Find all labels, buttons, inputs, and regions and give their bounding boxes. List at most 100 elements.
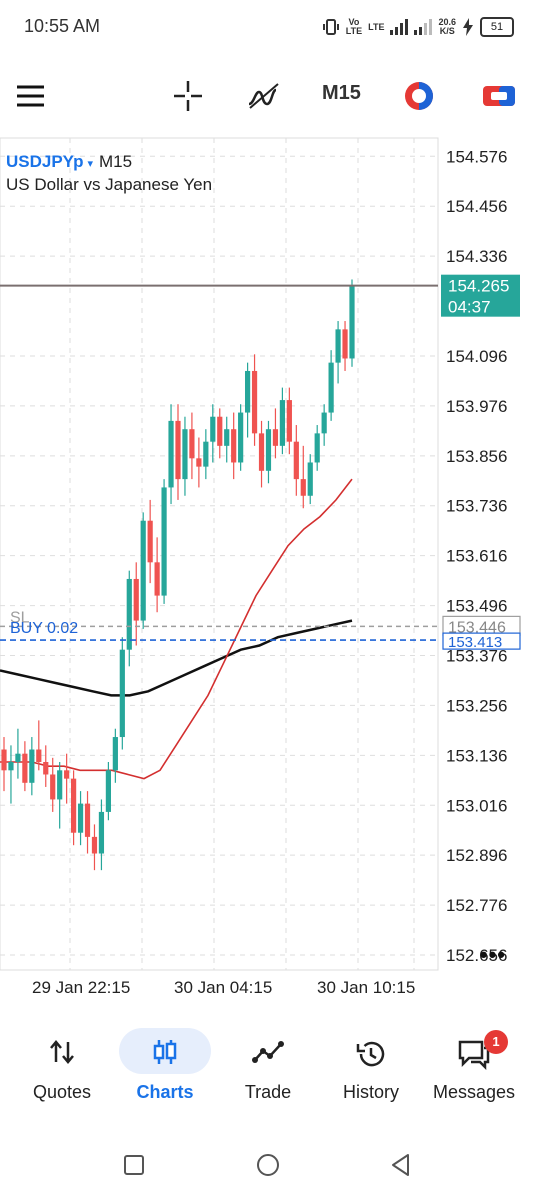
menu-icon[interactable] — [16, 78, 46, 114]
candle-body — [272, 429, 279, 446]
candle-body — [279, 400, 285, 446]
time-axis: 29 Jan 22:15 30 Jan 04:15 30 Jan 10:15 — [32, 978, 415, 997]
candle-body — [64, 770, 70, 779]
time-tick-label: 29 Jan 22:15 — [32, 978, 130, 997]
candle-body — [1, 749, 7, 771]
price-tick-label: 152.776 — [446, 896, 507, 915]
price-tick-label: 153.496 — [446, 597, 507, 616]
price-tick-label: 153.256 — [446, 696, 507, 715]
home-icon[interactable] — [256, 1153, 280, 1177]
candle-body — [307, 462, 313, 496]
nav-charts-label: Charts — [136, 1082, 194, 1102]
candle-body — [321, 412, 327, 434]
crosshair-icon[interactable] — [172, 78, 204, 114]
price-tick-label: 154.456 — [446, 197, 507, 216]
one-click-trading-icon[interactable] — [482, 78, 516, 114]
plot-frame — [0, 137, 439, 971]
candle-body — [77, 803, 84, 833]
candle-body — [140, 520, 146, 621]
current-price-value: 154.265 — [448, 277, 509, 296]
bar-countdown: 04:37 — [448, 298, 491, 317]
buy-price-tag — [442, 632, 521, 650]
indicators-icon[interactable] — [246, 78, 282, 114]
candle-body — [300, 479, 306, 496]
candle-body — [182, 429, 188, 480]
candle-body — [112, 737, 118, 771]
system-navigation — [0, 1140, 536, 1200]
symbol-row[interactable]: USDJPYp ▾ M15 — [6, 152, 132, 172]
candle-body — [349, 285, 355, 359]
candle-body — [161, 487, 167, 596]
candle-body — [15, 753, 21, 762]
candle-body — [98, 811, 105, 854]
symbol-name[interactable]: USDJPYp — [6, 152, 84, 171]
price-tick-label: 153.856 — [446, 447, 507, 466]
candle-body — [342, 329, 348, 359]
chart-color-icon[interactable] — [402, 78, 436, 114]
candle-body — [154, 562, 160, 596]
price-tick-label: 153.976 — [446, 397, 507, 416]
candle-body — [8, 762, 14, 771]
volte-indicator: Vo LTE — [345, 17, 363, 36]
candle-body — [119, 649, 125, 738]
lte-indicator: LTE — [368, 21, 385, 32]
nav-messages-label: Messages — [432, 1082, 516, 1102]
candle-body — [265, 429, 272, 471]
trade-icon — [252, 1041, 284, 1063]
charging-icon — [463, 18, 473, 36]
candle-body — [168, 420, 174, 488]
moving-averages — [0, 478, 353, 780]
nav-quotes-label: Quotes — [32, 1082, 92, 1102]
candle-body — [105, 770, 111, 812]
price-tick-label: 154.336 — [446, 247, 507, 266]
charts-icon — [153, 1040, 177, 1064]
candle-body — [43, 762, 49, 775]
candle-body — [258, 433, 265, 471]
sl-price-value: 153.446 — [448, 619, 506, 636]
time-tick-label: 30 Jan 04:15 — [174, 978, 272, 997]
candle-body — [245, 370, 251, 413]
back-icon[interactable] — [390, 1153, 412, 1177]
nav-active-indicator — [119, 1028, 211, 1074]
nav-trade[interactable]: Trade — [216, 1020, 320, 1120]
price-tick-label: 152.896 — [446, 846, 507, 865]
price-tick-label: 153.136 — [446, 746, 507, 765]
price-axis: 154.576 154.456 154.336 154.096 153.976 153.8… — [441, 147, 521, 965]
bottom-navigation: Quotes Charts Trade History 1 Messages — [0, 1020, 536, 1120]
candle-body — [286, 400, 292, 442]
price-tick-label: 153.616 — [446, 547, 507, 566]
symbol-timeframe: M15 — [99, 152, 133, 171]
candle-body — [217, 416, 223, 446]
candle-body — [238, 412, 244, 463]
ma-fast-line — [0, 478, 353, 780]
candle-body — [175, 420, 181, 480]
signal-icon — [390, 19, 409, 35]
time-tick-label: 30 Jan 10:15 — [317, 978, 415, 997]
symbol-dropdown-icon[interactable]: ▾ — [87, 158, 94, 170]
chart-grid — [0, 137, 439, 971]
price-chart[interactable]: SL BUY 0.02 154.576 154.456 154.336 154.096 1… — [0, 130, 536, 1010]
candle-body — [126, 578, 132, 650]
current-price-tag — [441, 274, 520, 317]
more-options-icon[interactable]: ••• — [479, 942, 506, 967]
buy-price-value: 153.413 — [448, 634, 502, 651]
candle-body — [57, 770, 63, 800]
candle-body — [189, 429, 195, 459]
status-bar: 10:55 AM Vo LTE LTE 20.6 K/S 51 — [0, 0, 536, 56]
price-tick-label: 153.736 — [446, 497, 507, 516]
nav-charts[interactable]: Charts — [113, 1020, 217, 1120]
candle-body — [36, 749, 42, 762]
nav-messages[interactable]: 1 Messages — [422, 1020, 526, 1120]
candle-body — [293, 441, 299, 480]
price-tick-label: 153.376 — [446, 647, 507, 666]
ma-slow-line — [0, 619, 353, 697]
recent-apps-icon[interactable] — [123, 1154, 145, 1176]
nav-quotes[interactable]: Quotes — [10, 1020, 114, 1120]
candle-body — [335, 329, 341, 363]
nav-history[interactable]: History — [319, 1020, 423, 1120]
candle-body — [22, 753, 28, 783]
candle-body — [84, 803, 91, 837]
timeframe-button[interactable]: M15 — [322, 82, 361, 104]
